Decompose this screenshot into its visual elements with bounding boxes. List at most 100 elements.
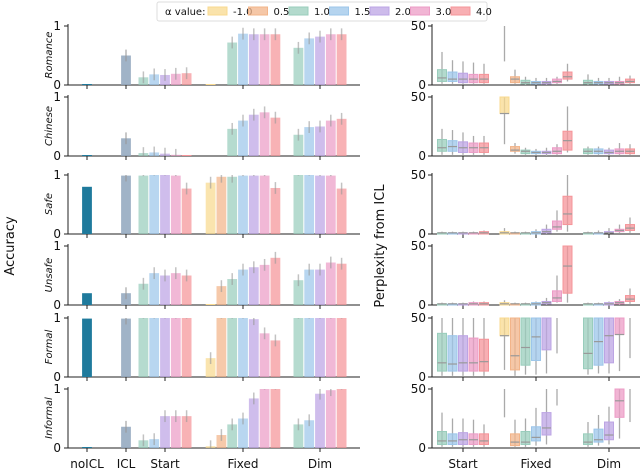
legend-swatch-1.0 (288, 6, 309, 16)
perplexity-panel-romance: 50 0 (411, 19, 640, 92)
y-tick-label: 1 (53, 311, 61, 325)
bar-Dim-4.0 (336, 318, 347, 377)
box-Fixed-1.0 (520, 317, 531, 366)
bar-Fixed-1.0 (227, 318, 238, 377)
box-Start-4.0 (479, 338, 489, 372)
box-Fixed--1.0 (499, 96, 510, 115)
panel-label: Formal (44, 329, 55, 364)
y-tick-label: 0 (53, 227, 61, 241)
box-Fixed--1.0 (499, 317, 510, 337)
bar-ICL (121, 175, 131, 234)
bar-Start-4.0 (181, 318, 192, 377)
box-Fixed-4.0 (562, 71, 573, 80)
bar-Fixed-4.0 (270, 340, 281, 377)
legend-swatch-4.0 (450, 6, 471, 16)
bar-Dim-2.0 (315, 126, 325, 156)
bar-Fixed-1.0 (227, 128, 238, 156)
x-tick-label: Fixed (520, 457, 551, 471)
bar-Fixed--1.0 (205, 84, 216, 85)
bar-Fixed-3.0 (259, 34, 270, 85)
bar-Fixed-1.5 (238, 33, 248, 85)
bar-Fixed-3.0 (259, 389, 270, 448)
bar-Fixed-0.5 (216, 318, 227, 377)
box-Dim-3.0 (614, 388, 625, 418)
bar-Dim-3.0 (325, 318, 336, 377)
y-tick-label: 50 (411, 382, 426, 396)
bar-Fixed-1.5 (238, 318, 248, 377)
legend-swatch-3.0 (410, 6, 430, 16)
bar-Start-4.0 (181, 188, 192, 234)
panel-label: Informal (44, 397, 55, 439)
perplexity-panel-informal: 50 0 Start Fixed Dim (411, 382, 640, 471)
bar-Fixed-1.5 (238, 418, 248, 448)
legend-title: α value: (165, 7, 205, 18)
bar-Start-2.0 (160, 416, 170, 448)
bar-Start-4.0 (181, 275, 192, 305)
y-tick-label: 50 (411, 90, 426, 104)
legend-swatch-0.5 (248, 6, 268, 16)
y-tick-label: 0 (53, 441, 61, 455)
bar-Dim-4.0 (336, 34, 347, 85)
panel-label: Safe (44, 193, 55, 215)
y-tick-label: 1 (53, 239, 61, 253)
box-Fixed-4.0 (562, 195, 573, 226)
legend: α value: -1.0 0.5 1.0 1.5 2.0 3.0 4.0 (156, 1, 492, 22)
y-tick-label: 0 (418, 149, 426, 163)
x-tick-label: Dim (308, 457, 332, 471)
legend-label-3.0: 3.0 (436, 7, 452, 18)
box-Fixed-0.5 (510, 433, 520, 447)
bar-ICL (121, 138, 131, 156)
bar-Dim-1.5 (304, 127, 315, 156)
y-tick-label: 1 (53, 19, 61, 33)
bar-Fixed-3.0 (259, 264, 270, 305)
box-Dim-2.0 (604, 317, 614, 364)
box-Start-1.5 (447, 335, 458, 372)
bar-Start-3.0 (170, 273, 181, 305)
y-tick-label: 0 (418, 227, 426, 241)
bar-noICL (82, 186, 92, 234)
bar-Fixed-1.5 (238, 175, 248, 234)
bar-noICL (82, 84, 92, 85)
legend-frame (156, 1, 488, 22)
box-Fixed-2.0 (541, 317, 552, 351)
bar-Start-4.0 (181, 155, 192, 156)
box-Fixed-0.5 (510, 146, 520, 152)
box-Start-1.0 (437, 332, 447, 372)
perplexity-panel-chinese: 50 0 (411, 90, 640, 163)
bar-Start-1.5 (149, 175, 160, 234)
x-tick-label: Fixed (227, 457, 258, 471)
bar-Start-3.0 (170, 318, 181, 377)
bar-Fixed-0.5 (216, 176, 227, 234)
y-tick-label: 0 (418, 370, 426, 384)
bar-Fixed-2.0 (248, 114, 259, 156)
y-tick-label: 0 (53, 149, 61, 163)
x-tick-label: Start (448, 457, 478, 471)
bar-Fixed-3.0 (259, 333, 270, 377)
y-tick-label: 1 (53, 168, 61, 182)
legend-swatch-2.0 (369, 6, 390, 16)
box-Start-1.0 (437, 69, 447, 82)
bar-Dim-3.0 (325, 390, 336, 448)
box-Fixed-3.0 (552, 220, 562, 230)
box-Dim-1.5 (593, 428, 604, 443)
box-Fixed-1.5 (531, 426, 541, 442)
box-Fixed-1.5 (531, 317, 541, 361)
bar-Start-1.0 (138, 175, 149, 234)
bar-Fixed-0.5 (216, 435, 227, 448)
y-tick-label: 50 (411, 168, 426, 182)
bar-Fixed-4.0 (270, 117, 281, 156)
box-Fixed-1.0 (520, 430, 531, 445)
box-Fixed-3.0 (552, 290, 562, 302)
perplexity-panel-safe: 50 0 (411, 168, 640, 241)
bar-Dim-4.0 (336, 118, 347, 156)
box-Start-2.0 (458, 72, 468, 84)
bar-Dim-3.0 (325, 120, 336, 156)
bar-Start-1.0 (138, 283, 149, 305)
box-Fixed-2.0 (541, 412, 552, 436)
bar-Fixed-2.0 (248, 398, 259, 448)
y-tick-label: 50 (411, 311, 426, 325)
box-Start-1.0 (437, 430, 447, 445)
bar-Start-2.0 (160, 318, 170, 377)
